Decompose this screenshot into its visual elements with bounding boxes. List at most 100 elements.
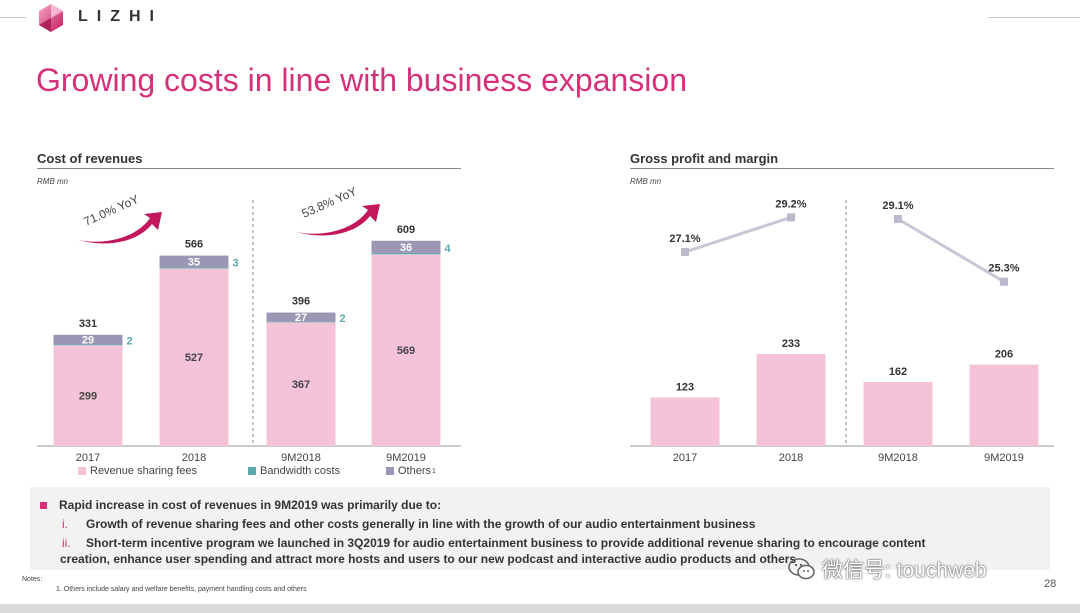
x-tick-label: 9M2019 <box>386 452 426 464</box>
margin-label: 29.2% <box>775 198 806 210</box>
data-label-revenue-sharing: 569 <box>397 345 415 357</box>
bar-segment-others <box>371 240 441 253</box>
growth-arrow-icon <box>296 204 380 236</box>
data-label-revenue-sharing: 367 <box>292 379 310 391</box>
legend-swatch-purple <box>386 467 394 475</box>
legend-footnote-ref: 1 <box>432 467 436 475</box>
data-label-bandwidth: 2 <box>339 313 345 325</box>
data-label-gross-profit: 206 <box>995 349 1013 361</box>
logo-text: LIZHI <box>78 8 163 25</box>
wechat-watermark: 微信号: touchweb <box>788 554 1050 584</box>
data-label-bandwidth: 3 <box>232 257 238 269</box>
x-tick-label: 9M2018 <box>281 452 321 464</box>
data-label-gross-profit: 123 <box>676 381 694 393</box>
margin-point <box>894 215 902 223</box>
x-tick-label: 9M2018 <box>878 452 918 464</box>
summary-item-2: ii. Short-term incentive program we laun… <box>62 535 926 551</box>
x-tick-label: 2018 <box>779 452 803 464</box>
margin-point <box>1000 277 1008 286</box>
data-label-others: 27 <box>295 312 307 324</box>
bar-segment-others <box>53 334 123 345</box>
gross-profit-chart: 123 2017 27.1% 233 2018 29.2% 162 9M2018 29.1% 20… <box>630 198 1054 464</box>
bar-segment-revenue-sharing <box>159 268 229 446</box>
data-label-total: 396 <box>292 296 310 308</box>
cost-chart-rule <box>37 168 461 169</box>
data-label-others: 29 <box>82 335 94 347</box>
data-label-total: 609 <box>397 224 415 236</box>
footer-bar <box>0 604 1080 613</box>
x-tick-label: 2017 <box>76 452 100 464</box>
gross-chart-unit: RMB mn <box>630 177 662 186</box>
x-tick-label: 2017 <box>673 452 697 464</box>
summary-item-1: i. Growth of revenue sharing fees and ot… <box>62 516 756 532</box>
page-number: 28 <box>1044 578 1057 590</box>
bullet-square-icon <box>40 501 47 509</box>
summary-heading-text: Rapid increase in cost of revenues in 9M… <box>59 498 442 512</box>
bar-segment-bandwidth <box>159 267 229 269</box>
item-text: Growth of revenue sharing fees and other… <box>86 517 756 531</box>
gross-profit-bar <box>969 364 1039 446</box>
bar-segment-revenue-sharing <box>371 254 441 446</box>
legend-others: Others 1 <box>386 465 436 477</box>
header-rule-left <box>0 17 26 18</box>
margin-label: 25.3% <box>988 263 1019 275</box>
gross-profit-bar <box>650 397 720 446</box>
legend-swatch-teal <box>248 467 256 475</box>
margin-point <box>681 248 689 256</box>
x-tick-label: 9M2019 <box>984 452 1024 464</box>
item-number: i. <box>62 517 68 531</box>
summary-heading: Rapid increase in cost of revenues in 9M… <box>40 498 441 512</box>
growth-label: 71.0% YoY <box>82 192 141 229</box>
page-title: Growing costs in line with business expa… <box>36 62 687 98</box>
notes-item: 1. Others include salary and welfare ben… <box>56 586 307 593</box>
summary-item-2-cont: creation, enhance user spending and attr… <box>60 551 796 567</box>
legend-label: Bandwidth costs <box>260 465 341 477</box>
margin-line-segment <box>897 217 1005 283</box>
item-number: ii. <box>62 536 71 550</box>
margin-label: 29.1% <box>882 200 913 212</box>
cost-of-revenues-chart: 299 29 2 331 2017 527 35 3 566 2018 367 27 2 396 9M201… <box>37 184 461 464</box>
data-label-bandwidth: 2 <box>126 336 132 348</box>
lizhi-logo-icon <box>39 4 63 32</box>
legend-label: Revenue sharing fees <box>90 465 198 477</box>
x-tick-label: 2018 <box>182 452 206 464</box>
data-label-total: 331 <box>79 318 97 330</box>
margin-line-segment <box>684 215 792 254</box>
item-text-line2: creation, enhance user spending and attr… <box>60 552 797 566</box>
bar-segment-bandwidth <box>266 321 336 323</box>
bar-segment-bandwidth <box>53 344 123 346</box>
margin-label: 27.1% <box>669 233 700 245</box>
bar-segment-revenue-sharing <box>266 322 336 446</box>
gross-profit-bar <box>863 382 933 446</box>
legend-revenue-sharing: Revenue sharing fees <box>78 465 197 477</box>
data-label-others: 36 <box>400 242 412 254</box>
data-label-gross-profit: 162 <box>889 366 907 378</box>
data-label-total: 566 <box>185 239 203 251</box>
item-text-line1: Short-term incentive program we launched… <box>86 536 926 550</box>
legend-label: Others <box>398 465 432 477</box>
growth-arrow-shape <box>78 212 162 244</box>
data-label-others: 35 <box>188 256 200 268</box>
data-label-bandwidth: 4 <box>444 243 451 255</box>
margin-point <box>787 213 795 222</box>
bar-segment-bandwidth <box>371 252 441 255</box>
gross-chart-title: Gross profit and margin <box>630 151 779 166</box>
legend-bandwidth: Bandwidth costs <box>248 465 340 477</box>
gross-profit-bar <box>756 353 826 446</box>
data-label-gross-profit: 233 <box>782 338 800 350</box>
notes-label: Notes: <box>22 576 43 583</box>
header-rule-right <box>988 17 1080 18</box>
growth-arrow-shape <box>296 204 380 236</box>
gross-chart-rule <box>630 168 1054 169</box>
legend-swatch-pink <box>78 467 86 475</box>
cost-chart-title: Cost of revenues <box>37 151 143 166</box>
growth-arrow-icon <box>78 212 162 244</box>
bar-segment-others <box>159 255 229 268</box>
data-label-revenue-sharing: 299 <box>79 391 97 403</box>
bar-segment-revenue-sharing <box>53 345 123 446</box>
summary-box <box>30 487 1050 570</box>
growth-label: 53.8% YoY <box>300 184 359 221</box>
wechat-icon <box>788 558 815 580</box>
watermark-text: 微信号: touchweb <box>822 559 987 582</box>
data-label-revenue-sharing: 527 <box>185 352 203 364</box>
